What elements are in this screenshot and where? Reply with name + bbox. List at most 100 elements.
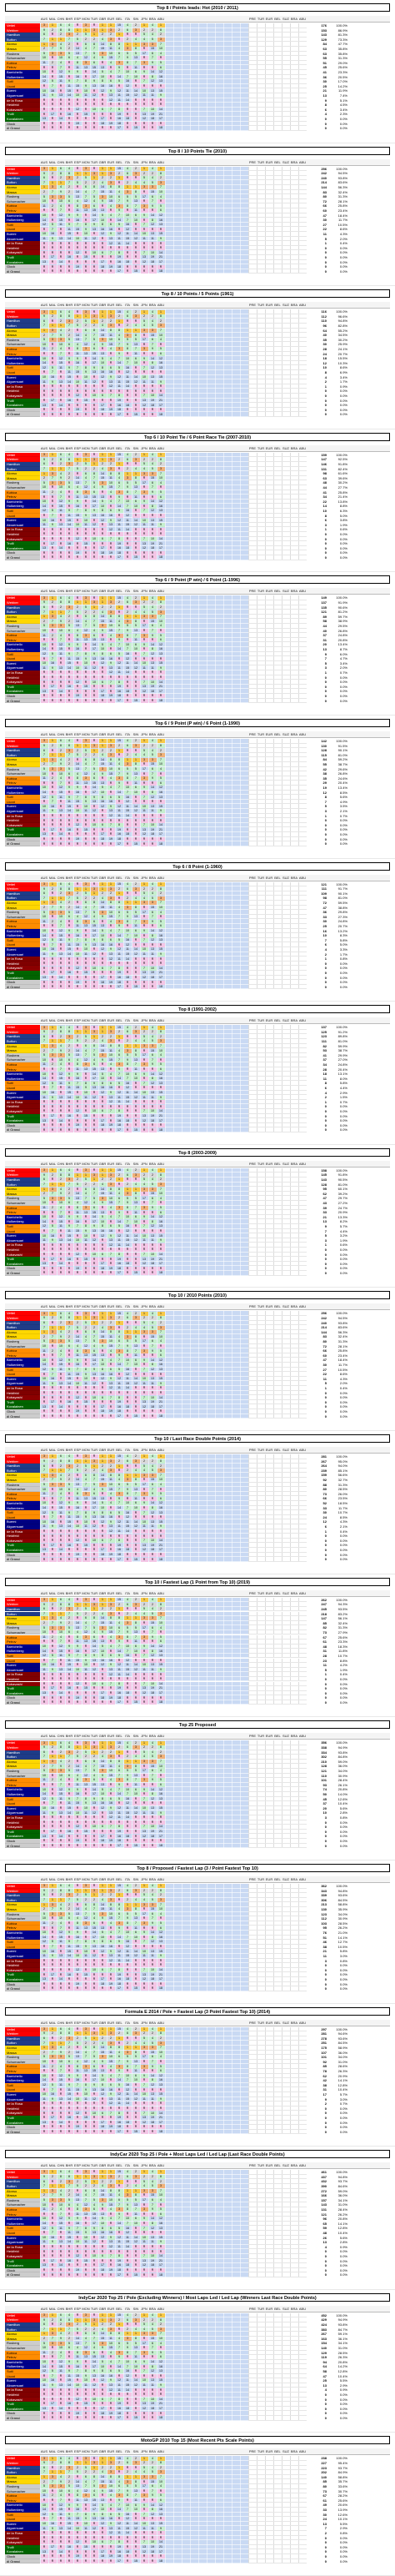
result-cell: R [98, 841, 107, 846]
result-cell: 21 [158, 828, 165, 832]
result-cell: 14 [124, 98, 132, 103]
result-cell: 10 [40, 1233, 48, 1238]
result-cell: 12 [91, 93, 98, 98]
result-cell: R [73, 1377, 82, 1382]
result-cell: R [148, 841, 157, 846]
result-cell: 8 [107, 901, 115, 906]
result-cell: R [48, 241, 57, 246]
result-cell: 12 [58, 929, 65, 933]
result-cell: 7 [132, 919, 140, 924]
column-header: BEL [115, 1303, 123, 1310]
result-cell: R [40, 246, 48, 251]
result-cell: 4 [157, 766, 165, 771]
extra-column-header: PRE [248, 1161, 257, 1167]
column-header: SIN [132, 302, 140, 309]
result-cell: 1 [82, 1173, 90, 1178]
result-cell: R [123, 823, 132, 828]
result-cell: 8 [115, 394, 123, 399]
result-cell: 16 [116, 546, 123, 550]
points-percent: 0.0% [329, 250, 348, 255]
result-cell: 4 [107, 928, 115, 933]
result-cell: 12 [99, 519, 107, 523]
result-cell: R [48, 342, 57, 347]
points-percent: 2.0% [329, 237, 348, 242]
result-cell: 11 [82, 809, 90, 813]
result-cell: 5 [123, 480, 132, 485]
result-cell: 8 [123, 347, 132, 352]
result-cell: R [140, 1248, 148, 1253]
result-cell: R [65, 1395, 73, 1400]
result-cell: 18 [158, 413, 165, 417]
result-cell: 15 [149, 47, 157, 51]
result-cell: R [73, 947, 82, 952]
result-cell: 15 [108, 56, 115, 60]
result-cell: R [65, 384, 73, 389]
result-cell: 6 [90, 1348, 98, 1353]
result-cell: 11 [74, 638, 82, 642]
result-cell: 18 [124, 1119, 132, 1123]
result-cell: 11 [108, 1192, 115, 1196]
result-cell: 17 [141, 1197, 148, 1201]
result-cells: R R R R R R R R R 17 R 15 R R 18 [40, 984, 248, 990]
result-cell: R [148, 638, 157, 643]
result-cell: 11 [41, 1096, 48, 1100]
result-cell: R [132, 250, 140, 255]
result-cell: R [157, 121, 165, 126]
result-cell: 1 [123, 1043, 132, 1048]
extra-column-header: SUZ [282, 1017, 290, 1024]
result-cell: 8 [90, 1187, 98, 1192]
result-cell: 11 [41, 1382, 48, 1386]
result-cell: 17 [158, 976, 165, 980]
result-cell: 12 [149, 366, 157, 370]
result-cell: 5 [40, 1339, 48, 1344]
result-cell: R [65, 103, 73, 108]
result-cell: R [157, 227, 165, 232]
result-cell: R [98, 379, 107, 384]
result-cell: 12 [108, 1386, 115, 1390]
result-cell: 18 [116, 981, 123, 985]
result-cell: 11 [41, 634, 48, 638]
result-cell: 9 [157, 1095, 165, 1100]
result-cell: 8 [132, 1192, 140, 1197]
result-cell: 16 [158, 75, 165, 79]
result-cell: 9 [157, 236, 165, 241]
result-cell: 7 [48, 476, 57, 481]
result-cell: 7 [132, 776, 140, 781]
result-cell: R [140, 1343, 148, 1348]
result-cell: 4 [140, 896, 148, 901]
result-cell: 6 [90, 203, 98, 208]
result-cell: 7 [148, 1057, 157, 1062]
extra-column-header: SUZ [282, 731, 290, 738]
result-cell: R [57, 661, 65, 666]
result-cell: 6 [65, 1201, 73, 1206]
result-cell: R [140, 933, 148, 938]
result-cell: 4 [57, 1043, 65, 1048]
result-cell: 15 [66, 89, 73, 93]
result-cell: R [48, 108, 57, 113]
result-cell: 1 [57, 1325, 65, 1330]
result-cell: 1 [157, 1311, 165, 1316]
result-cell: 5 [98, 356, 107, 361]
result-cell: 3 [157, 324, 165, 329]
result-cell: R [132, 1118, 140, 1123]
table-row: di Grassi R R R R R R R R R 17 R 15 R R 18 0 0.0% [5, 1127, 390, 1133]
result-cell: R [132, 1252, 140, 1257]
result-cell: 11 [66, 84, 73, 88]
result-cells: R R R R R R R R R 17 R 15 R R 18 [40, 1271, 248, 1276]
result-cell: 10 [148, 108, 157, 113]
result-cell: 10 [40, 1090, 48, 1095]
result-cell: 14 [149, 70, 157, 74]
result-cell: 3 [48, 51, 57, 56]
result-cell: 13 [149, 1377, 157, 1381]
result-cell: 4 [90, 915, 98, 920]
extra-column-header: TUR [257, 1017, 265, 1024]
result-cell: R [90, 670, 98, 675]
result-cell: R [48, 384, 57, 389]
result-cell: R [98, 985, 107, 990]
column-header: EUR [107, 1303, 115, 1310]
result-cell: 2 [90, 610, 98, 615]
result-cell: 4 [107, 356, 115, 361]
result-cell: R [65, 985, 73, 990]
result-cell: R [65, 117, 73, 122]
result-cell: 6 [82, 185, 90, 190]
